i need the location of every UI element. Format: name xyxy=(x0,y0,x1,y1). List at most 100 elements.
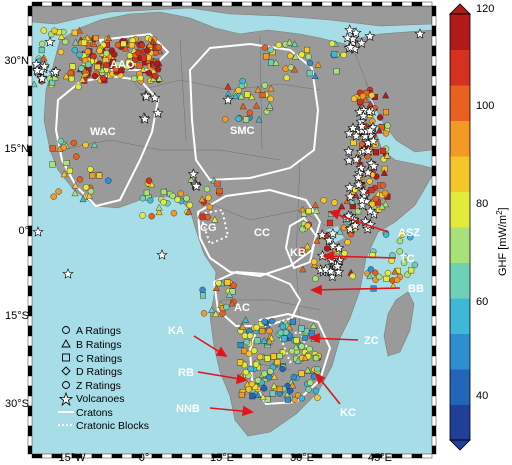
volcano-star-icon xyxy=(350,153,362,165)
frame-segment xyxy=(431,375,437,387)
heat-flow-point xyxy=(260,336,268,344)
heat-flow-point xyxy=(281,335,288,342)
heat-flow-point xyxy=(237,359,244,366)
colorbar-segment xyxy=(450,156,470,192)
heat-flow-point xyxy=(266,101,274,109)
heat-flow-point xyxy=(383,109,390,116)
craton-label-wac: WAC xyxy=(90,126,116,138)
heat-flow-point xyxy=(267,84,275,92)
heat-flow-point xyxy=(254,86,262,93)
legend-blocks: Cratonic Blocks xyxy=(76,420,149,432)
heat-flow-point xyxy=(148,212,155,220)
colorbar-tick: 80 xyxy=(476,198,488,210)
heat-flow-point xyxy=(103,50,110,57)
heat-flow-point xyxy=(284,396,291,403)
region-label-asz: ASZ xyxy=(398,227,420,239)
frame-segment xyxy=(41,453,53,459)
frame-segment xyxy=(431,305,437,317)
heat-flow-point xyxy=(298,325,305,332)
heat-flow-point xyxy=(362,95,370,103)
heat-flow-point xyxy=(55,188,62,195)
heat-flow-point xyxy=(146,41,154,48)
heat-flow-point xyxy=(306,70,313,77)
frame-segment xyxy=(391,1,403,7)
heat-flow-point xyxy=(263,53,270,60)
heat-flow-point xyxy=(212,310,220,317)
frame-segment xyxy=(27,345,33,357)
heat-flow-point xyxy=(71,46,79,54)
volcano-star-icon xyxy=(343,127,355,139)
heat-flow-point xyxy=(268,59,275,66)
frame-segment xyxy=(27,235,33,247)
frame-segment xyxy=(91,1,103,7)
heat-flow-point xyxy=(39,54,47,62)
heat-flow-point xyxy=(203,185,211,193)
legend-square-icon xyxy=(62,353,70,362)
heat-flow-point xyxy=(266,327,273,335)
colorbar-segment xyxy=(450,14,470,50)
frame-segment xyxy=(431,25,437,37)
heat-flow-point xyxy=(205,194,212,202)
frame-segment xyxy=(431,155,437,167)
craton-label-smc: SMC xyxy=(230,125,255,137)
heat-flow-point xyxy=(383,275,390,282)
heat-flow-point xyxy=(155,203,163,211)
volcano-star-icon xyxy=(343,145,355,157)
volcano-star-icon xyxy=(156,249,168,260)
heat-flow-point xyxy=(212,284,220,292)
frame-segment xyxy=(431,105,437,117)
frame-segment xyxy=(27,75,33,87)
frame-segment xyxy=(431,225,437,237)
heat-flow-point xyxy=(340,51,347,59)
volcano-star-icon xyxy=(353,179,365,190)
heat-flow-point xyxy=(50,193,57,200)
heat-flow-point xyxy=(299,205,307,213)
heat-flow-point xyxy=(290,374,298,381)
heat-flow-point xyxy=(216,187,223,194)
heat-flow-point xyxy=(267,95,274,103)
heat-flow-point xyxy=(87,188,95,195)
craton-smc-outline xyxy=(188,42,320,182)
volcano-star-icon xyxy=(341,32,353,43)
heat-flow-point xyxy=(287,52,294,60)
heat-flow-point xyxy=(169,192,176,200)
heat-flow-point xyxy=(83,34,91,41)
frame-segment xyxy=(71,1,83,7)
lat-label: 15°S xyxy=(5,310,29,322)
heat-flow-point xyxy=(341,250,348,257)
heat-flow-point xyxy=(246,332,254,339)
heat-flow-point xyxy=(153,60,161,67)
frame-segment xyxy=(311,1,323,7)
heat-flow-point xyxy=(279,323,287,330)
heat-flow-point xyxy=(396,248,403,255)
heat-flow-point xyxy=(292,343,300,351)
heat-flow-point xyxy=(235,87,242,94)
frame-segment xyxy=(431,405,437,417)
frame-segment xyxy=(431,75,437,87)
frame-segment xyxy=(431,185,437,197)
frame-segment xyxy=(281,1,293,7)
heat-flow-point xyxy=(66,167,73,174)
heat-flow-point xyxy=(223,303,230,311)
frame-segment xyxy=(401,1,413,7)
volcano-star-icon xyxy=(344,181,356,193)
heat-flow-point xyxy=(90,40,98,48)
frame-segment xyxy=(431,255,437,267)
heat-flow-point xyxy=(139,212,146,219)
lat-label: 30°S xyxy=(5,398,29,410)
frame-segment xyxy=(27,155,33,167)
frame-segment xyxy=(431,395,437,407)
frame-segment xyxy=(431,15,437,27)
heat-flow-point xyxy=(298,343,305,350)
heat-flow-point xyxy=(122,44,130,52)
heat-flow-point xyxy=(89,172,96,179)
frame-segment xyxy=(27,415,33,427)
heat-flow-point xyxy=(366,178,373,185)
heat-flow-point xyxy=(314,394,321,401)
frame-segment xyxy=(431,5,437,17)
volcano-star-icon xyxy=(50,65,62,77)
heat-flow-point xyxy=(382,130,390,137)
frame-segment xyxy=(27,445,33,455)
heat-flow-point xyxy=(248,380,256,388)
